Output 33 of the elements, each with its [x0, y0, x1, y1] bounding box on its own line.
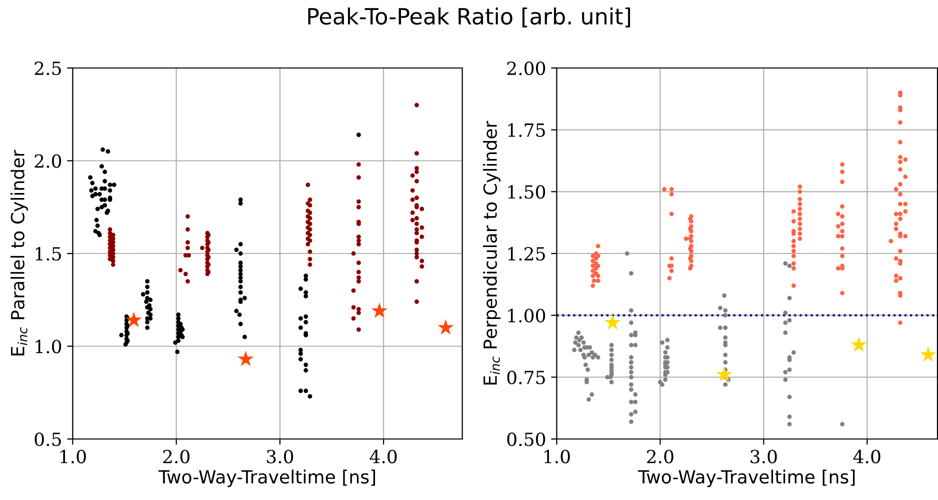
y-tick-label: 1.25 — [508, 246, 545, 261]
point — [604, 314, 621, 330]
y-axis-title: E$_{inc}$ Parallel to Cylinder — [10, 150, 28, 356]
x-tick-label: 4.0 — [370, 450, 397, 464]
point — [716, 366, 732, 382]
x-axis-title: Two-Way-Traveltime [ns] — [158, 470, 376, 488]
y-tick-label: 2.5 — [34, 61, 61, 76]
y-tick-label: 2.00 — [507, 61, 546, 76]
point — [371, 302, 388, 318]
y-tick-label: 1.0 — [36, 340, 62, 354]
y-tick-label: 1.5 — [36, 246, 61, 261]
y-tick-label: 0.5 — [34, 432, 61, 446]
x-tick-label: 2.0 — [647, 450, 674, 464]
y-tick-label: 2.0 — [34, 154, 62, 168]
y-tick-label: 1.00 — [508, 308, 546, 322]
y-tick-label: 0.50 — [507, 432, 546, 446]
x-tick-label: 1.0 — [544, 450, 570, 464]
chart-title: Peak-To-Peak Ratio [arb. unit] — [308, 8, 630, 28]
point — [850, 336, 867, 352]
x-tick-label: 3.0 — [266, 450, 294, 464]
y-tick-label: 1.75 — [508, 123, 545, 137]
x-tick-label: 3.0 — [750, 450, 777, 464]
y-tick-label: 0.75 — [507, 370, 545, 384]
point — [920, 346, 936, 362]
x-tick-label: 1.0 — [60, 450, 86, 464]
x-tick-label: 4.0 — [853, 450, 880, 464]
point — [238, 350, 254, 366]
point — [438, 319, 454, 335]
point — [126, 312, 142, 328]
x-axis-title: Two-Way-Traveltime [ns] — [638, 470, 855, 488]
y-tick-label: 1.50 — [508, 185, 546, 199]
x-tick-label: 2.0 — [163, 450, 190, 464]
y-axis-title: E$_{inc}$ Perpendicular to Cylinder — [483, 120, 500, 385]
